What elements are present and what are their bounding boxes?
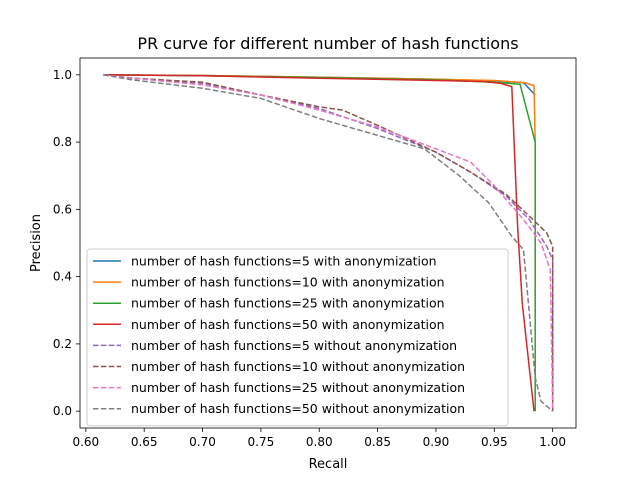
legend-entry-label: number of hash functions=25 without anon… bbox=[131, 380, 465, 395]
legend-entry-label: number of hash functions=50 without anon… bbox=[131, 401, 465, 416]
y-tick-label: 0.0 bbox=[53, 404, 72, 418]
series-line-7 bbox=[103, 74, 554, 412]
y-tick-label: 0.6 bbox=[53, 202, 72, 216]
legend-entry-label: number of hash functions=5 with anonymiz… bbox=[131, 254, 437, 269]
x-tick-label: 1.00 bbox=[539, 435, 566, 449]
series-layer bbox=[103, 74, 554, 412]
x-tick-label: 0.90 bbox=[423, 435, 450, 449]
y-tick-label: 1.0 bbox=[53, 68, 72, 82]
y-tick-label: 0.2 bbox=[53, 337, 72, 351]
x-axis-label: Recall bbox=[309, 457, 348, 472]
x-tick-label: 0.80 bbox=[306, 435, 333, 449]
chart-title: PR curve for different number of hash fu… bbox=[137, 34, 518, 53]
legend-entry-label: number of hash functions=10 with anonymi… bbox=[131, 275, 445, 290]
legend-box bbox=[86, 248, 509, 427]
axes-frame bbox=[79, 57, 577, 429]
y-axis-ticks: 0.0 0.2 0.4 0.6 0.8 1.0 bbox=[53, 68, 80, 418]
y-tick-label: 0.4 bbox=[53, 270, 72, 284]
series-line-8 bbox=[103, 74, 554, 412]
x-tick-label: 0.85 bbox=[364, 435, 391, 449]
x-tick-label: 0.70 bbox=[189, 435, 216, 449]
legend-entry-label: number of hash functions=5 without anony… bbox=[131, 338, 457, 353]
y-axis-label: Precision bbox=[29, 214, 44, 272]
y-tick-label: 0.8 bbox=[53, 135, 72, 149]
legend: number of hash functions=5 with anonymiz… bbox=[86, 248, 509, 427]
x-tick-label: 0.75 bbox=[248, 435, 275, 449]
legend-entry-label: number of hash functions=10 without anon… bbox=[131, 359, 465, 374]
legend-entry-label: number of hash functions=25 with anonymi… bbox=[131, 296, 445, 311]
x-tick-label: 0.60 bbox=[72, 435, 99, 449]
x-tick-label: 0.95 bbox=[481, 435, 508, 449]
series-line-6 bbox=[103, 74, 554, 412]
x-tick-label: 0.65 bbox=[131, 435, 158, 449]
series-line-4 bbox=[103, 74, 535, 412]
legend-entry-label: number of hash functions=50 with anonymi… bbox=[131, 317, 445, 332]
x-axis-ticks: 0.60 0.65 0.70 0.75 0.80 0.85 0.90 0.95 1.00 bbox=[72, 428, 566, 449]
